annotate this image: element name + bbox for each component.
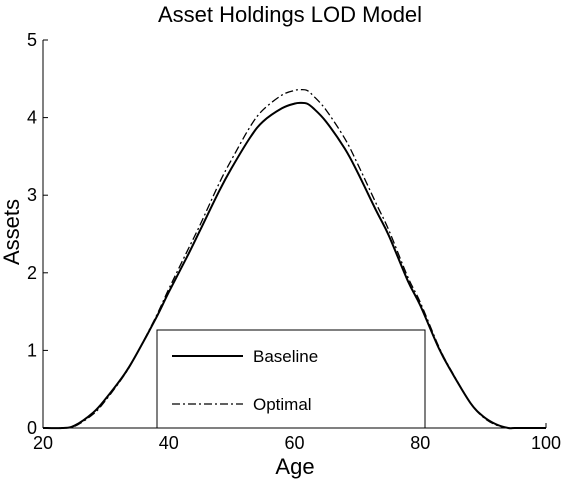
- x-tick-label: 100: [531, 433, 561, 453]
- legend-box: [156, 329, 426, 429]
- legend: Baseline Optimal: [156, 329, 426, 429]
- series-line-baseline: [42, 101, 546, 430]
- chart-title: Asset Holdings LOD Model: [158, 2, 422, 27]
- y-tick-label: 0: [27, 418, 37, 438]
- x-tick-label: 60: [284, 433, 304, 453]
- series-layer: [42, 88, 546, 430]
- y-tick-label: 1: [27, 340, 37, 360]
- x-tick-label: 80: [410, 433, 430, 453]
- y-axis-title: Assets: [0, 199, 24, 265]
- y-tick-label: 4: [27, 108, 37, 128]
- y-tick-label: 5: [27, 30, 37, 50]
- x-axis-title: Age: [275, 454, 314, 479]
- x-tick-label: 40: [159, 433, 179, 453]
- y-tick-label: 2: [27, 263, 37, 283]
- legend-label-optimal: Optimal: [253, 395, 312, 414]
- x-tick-label: 20: [33, 433, 53, 453]
- y-tick-label: 3: [27, 185, 37, 205]
- axis-ticks: 20 40 60 80 100 0 1 2 3 4 5: [27, 30, 561, 453]
- legend-label-baseline: Baseline: [253, 347, 318, 366]
